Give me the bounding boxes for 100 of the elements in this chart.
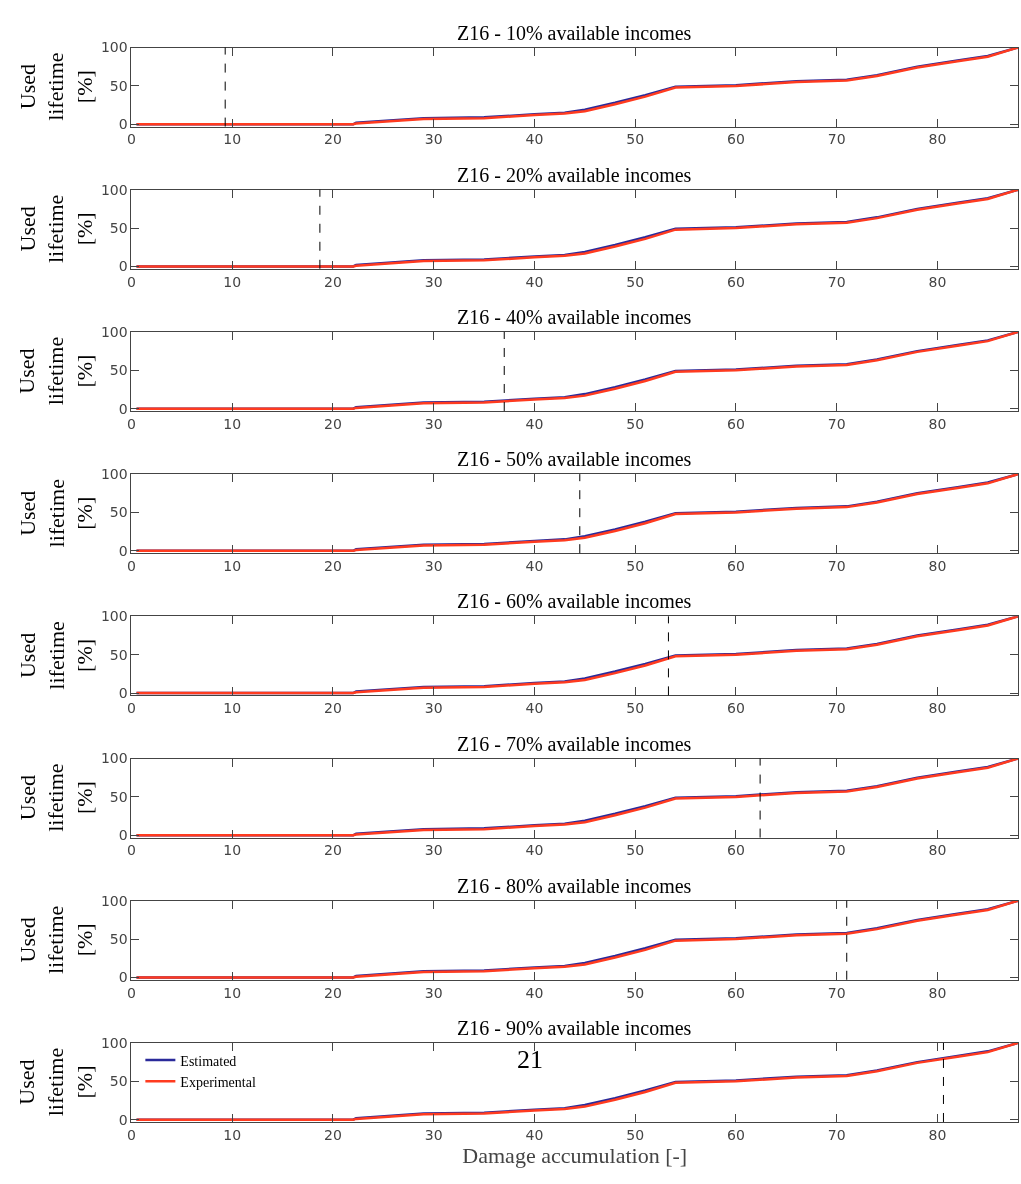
x-tick-label: 30 bbox=[424, 1126, 443, 1143]
annotation: 21 bbox=[517, 1045, 543, 1074]
x-tick-label: 70 bbox=[827, 1126, 846, 1143]
x-tick-label: 40 bbox=[525, 1126, 544, 1143]
x-axis-title: Damage accumulation [-] bbox=[462, 1142, 688, 1168]
y-axis-title: Used lifetime [%] bbox=[14, 336, 97, 406]
x-tick-label: 40 bbox=[525, 842, 544, 859]
chart-title: Z16 - 10% available incomes bbox=[457, 22, 692, 44]
x-tick-label: 10 bbox=[223, 700, 242, 717]
x-tick-label: 70 bbox=[827, 842, 846, 859]
x-tick-label: 60 bbox=[727, 273, 745, 290]
y-tick-label: 50 bbox=[109, 504, 128, 521]
x-tick-label: 50 bbox=[626, 984, 645, 1001]
x-tick-label: 20 bbox=[324, 131, 342, 148]
x-tick-label: 30 bbox=[424, 984, 443, 1001]
x-tick-label: 60 bbox=[727, 842, 745, 859]
x-tick-label: 80 bbox=[928, 984, 947, 1001]
x-tick-label: 50 bbox=[626, 131, 645, 148]
y-tick-label: 0 bbox=[118, 1111, 128, 1128]
x-tick-label: 80 bbox=[928, 131, 947, 148]
x-tick-label: 50 bbox=[626, 842, 645, 859]
chart-title: Z16 - 50% available incomes bbox=[457, 448, 692, 470]
x-tick-label: 70 bbox=[827, 984, 846, 1001]
chart-title: Z16 - 40% available incomes bbox=[457, 306, 692, 328]
x-tick-label: 30 bbox=[424, 557, 443, 574]
y-axis-title: Used lifetime [%] bbox=[14, 905, 97, 975]
x-tick-label: 10 bbox=[223, 131, 242, 148]
y-axis-title: Used lifetime [%] bbox=[14, 194, 97, 264]
x-tick-label: 10 bbox=[223, 415, 242, 432]
x-tick-label: 20 bbox=[324, 700, 342, 717]
y-tick-label: 50 bbox=[109, 362, 128, 379]
chart-title: Z16 - 80% available incomes bbox=[457, 875, 692, 897]
y-tick-label: 100 bbox=[100, 181, 128, 198]
x-tick-label: 80 bbox=[928, 842, 947, 859]
x-tick-label: 70 bbox=[827, 273, 846, 290]
y-tick-label: 0 bbox=[118, 116, 128, 133]
x-tick-label: 50 bbox=[626, 273, 645, 290]
y-tick-label: 0 bbox=[118, 684, 128, 701]
y-axis-title: Used lifetime [%] bbox=[14, 52, 97, 121]
x-tick-label: 30 bbox=[424, 842, 443, 859]
chart-title: Z16 - 90% available incomes bbox=[457, 1017, 692, 1039]
y-tick-label: 0 bbox=[118, 969, 128, 986]
x-tick-label: 20 bbox=[324, 415, 342, 432]
line-series bbox=[135, 331, 1019, 410]
y-tick-label: 100 bbox=[100, 892, 128, 909]
x-tick-label: 20 bbox=[324, 842, 342, 859]
x-tick-label: 70 bbox=[827, 415, 846, 432]
x-tick-label: 80 bbox=[928, 273, 947, 290]
y-tick-label: 50 bbox=[109, 788, 128, 805]
x-tick-label: 60 bbox=[727, 415, 745, 432]
x-tick-label: 80 bbox=[928, 700, 947, 717]
y-axis-title: Used lifetime [%] bbox=[14, 621, 98, 690]
x-tick-label: 40 bbox=[525, 700, 544, 717]
y-tick-label: 0 bbox=[118, 400, 128, 417]
x-tick-label: 60 bbox=[727, 984, 745, 1001]
line-series bbox=[135, 189, 1019, 268]
x-tick-label: 20 bbox=[324, 984, 342, 1001]
x-tick-label: 60 bbox=[727, 700, 745, 717]
legend-label: Experimental bbox=[180, 1074, 256, 1090]
x-tick-label: 80 bbox=[928, 415, 947, 432]
x-tick-label: 40 bbox=[525, 984, 544, 1001]
line-series bbox=[135, 900, 1019, 979]
y-tick-label: 100 bbox=[100, 750, 128, 767]
y-tick-label: 100 bbox=[100, 608, 128, 625]
y-tick-label: 50 bbox=[109, 1073, 128, 1090]
y-axis-title: Used lifetime [%] bbox=[15, 479, 98, 548]
x-tick-label: 30 bbox=[424, 415, 443, 432]
x-tick-label: 60 bbox=[727, 1126, 745, 1143]
line-series bbox=[135, 758, 1019, 837]
y-axis-title: Used lifetime [%] bbox=[14, 1047, 97, 1117]
x-tick-label: 60 bbox=[727, 131, 745, 148]
y-axis-title: Used lifetime [%] bbox=[14, 763, 97, 832]
x-tick-label: 50 bbox=[626, 557, 645, 574]
chart-title: Z16 - 70% available incomes bbox=[457, 733, 692, 755]
x-tick-label: 40 bbox=[525, 415, 544, 432]
x-tick-label: 10 bbox=[223, 984, 242, 1001]
chart-title: Z16 - 60% available incomes bbox=[457, 590, 692, 612]
y-tick-label: 50 bbox=[109, 77, 128, 94]
x-tick-label: 70 bbox=[827, 557, 846, 574]
y-tick-label: 100 bbox=[100, 39, 128, 56]
x-tick-label: 70 bbox=[827, 700, 846, 717]
x-tick-label: 80 bbox=[928, 1126, 947, 1143]
y-tick-label: 0 bbox=[118, 827, 128, 844]
legend-label: Estimated bbox=[180, 1053, 237, 1069]
x-tick-label: 20 bbox=[324, 273, 342, 290]
y-tick-label: 50 bbox=[109, 220, 128, 237]
x-tick-label: 20 bbox=[324, 1126, 342, 1143]
y-tick-label: 100 bbox=[100, 323, 128, 340]
line-series bbox=[135, 47, 1019, 126]
x-tick-label: 20 bbox=[324, 557, 342, 574]
y-tick-label: 100 bbox=[100, 466, 128, 483]
x-tick-label: 30 bbox=[424, 131, 443, 148]
x-tick-label: 10 bbox=[223, 842, 242, 859]
x-tick-label: 40 bbox=[525, 557, 544, 574]
x-tick-label: 10 bbox=[223, 1126, 242, 1143]
y-tick-label: 0 bbox=[118, 258, 128, 275]
x-tick-label: 30 bbox=[424, 273, 443, 290]
line-series bbox=[135, 1042, 1019, 1121]
x-tick-label: 30 bbox=[424, 700, 443, 717]
x-tick-label: 70 bbox=[827, 131, 846, 148]
